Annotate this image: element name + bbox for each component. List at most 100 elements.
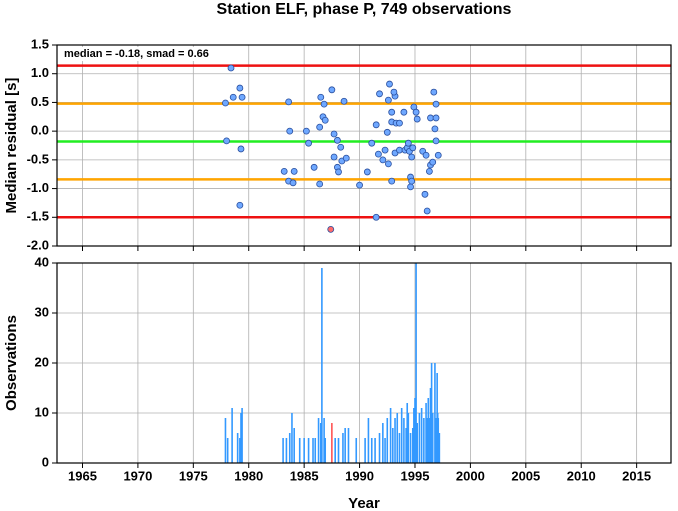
point [310,163,318,171]
bar [416,423,418,463]
bar [378,433,381,463]
point [285,98,293,106]
bar [364,438,366,463]
y-tick-label: -1.0 [27,180,49,195]
point [427,114,434,122]
point [423,207,431,215]
bar [413,408,415,463]
y-tick-label: 0.5 [31,94,49,109]
bar [241,408,243,463]
bar [414,398,416,463]
bar [298,438,301,463]
point [388,177,396,185]
bar [355,438,358,463]
bar [394,418,396,463]
point [408,153,416,161]
bar [389,408,392,463]
point [340,97,348,105]
x-tick-label: 2005 [511,468,540,483]
bar [400,408,403,463]
point [372,213,380,221]
bar [347,428,350,463]
point [327,225,335,233]
point [237,145,245,153]
bar [407,413,410,463]
bar [323,418,325,463]
point [342,154,350,162]
point [222,99,229,107]
y-tick-label: 0 [42,454,49,469]
bar [307,438,310,463]
bar [344,428,346,463]
point [317,93,325,101]
point [289,179,297,187]
point [404,139,412,147]
point [386,80,393,88]
point [425,167,433,175]
bar [434,363,436,463]
plot-frame [56,44,672,247]
point [432,100,440,108]
point [280,167,288,175]
x-tick-label: 2000 [456,468,485,483]
point [368,139,376,147]
bar [288,433,291,463]
bar [392,428,394,463]
bar [409,433,412,463]
x-axis-label: Year [348,495,380,511]
point [381,146,389,154]
bar [420,408,423,463]
bar [337,438,340,463]
bar [334,438,336,463]
plot-area [57,263,671,463]
point [316,180,324,188]
bar [312,438,314,463]
bar [324,438,327,463]
point [376,90,383,98]
point [321,116,329,124]
point [238,93,246,101]
point [400,108,408,116]
point [227,64,235,72]
bar [321,268,323,463]
bar [431,413,434,463]
point [363,168,371,176]
annotation: median = -0.18, smad = 0.66 [64,48,209,60]
point [356,181,363,189]
y-tick-label: 10 [35,404,49,419]
point [330,130,338,138]
point [429,158,437,166]
bar [405,428,407,463]
y-tick-label: 40 [35,254,49,269]
y-tick-label: 30 [35,304,49,319]
bar [303,438,305,463]
point [236,201,244,209]
point [407,183,414,191]
point [302,127,310,135]
bar [370,438,373,463]
bar [382,423,384,463]
bar [231,408,233,463]
point [328,86,336,94]
x-tick-label: 1995 [401,468,430,483]
annotation-bg [59,47,234,61]
bar [240,413,242,463]
point [412,108,420,116]
point [383,128,391,136]
point [432,137,440,145]
bar [342,433,344,463]
y-axis-label: Median residual [s] [3,78,20,214]
bar [285,438,288,463]
y-tick-label: -0.5 [27,151,49,166]
point [384,96,392,104]
y-tick-label: -2.0 [27,237,49,252]
x-tick-label: 1970 [123,468,152,483]
y-tick-label: 0.0 [31,123,49,138]
bar [411,428,414,463]
bar [427,398,430,463]
point [390,88,398,96]
point [430,88,438,96]
x-tick-label: 1965 [68,468,97,483]
point [320,100,328,108]
